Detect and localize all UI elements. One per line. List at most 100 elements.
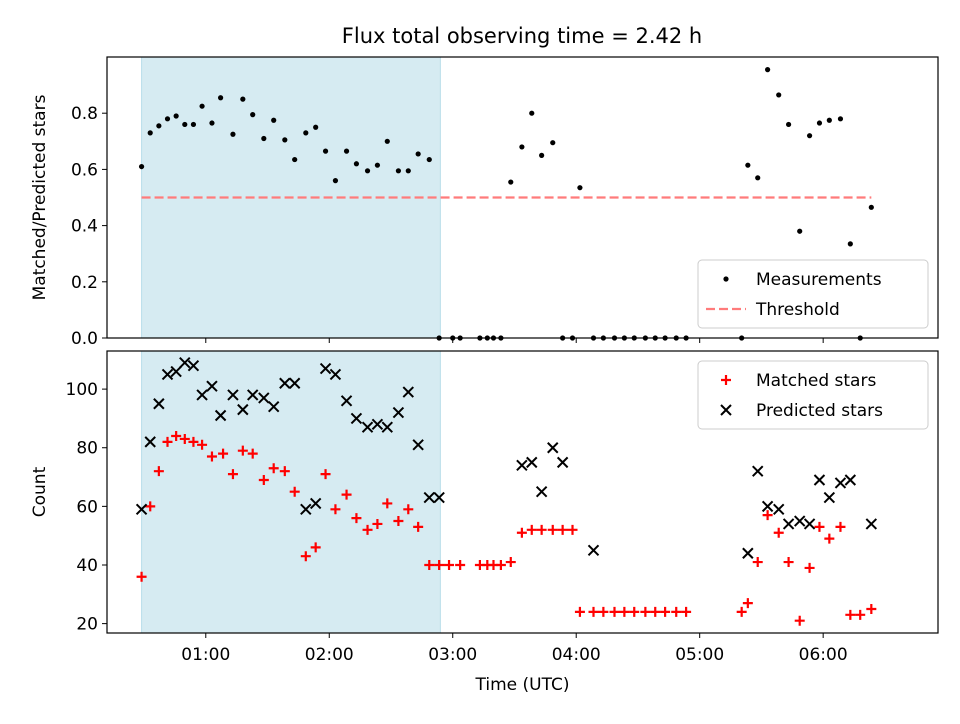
matched-point (536, 524, 547, 535)
predicted-point (433, 491, 445, 504)
predicted-point (319, 362, 332, 375)
predicted-point (206, 380, 218, 392)
matched-point (736, 606, 747, 617)
measurement-point (138, 163, 145, 170)
measurement-point (806, 133, 813, 139)
measurement-point (755, 175, 761, 181)
predicted-point (742, 547, 754, 559)
legend-label: Matched stars (756, 371, 876, 391)
measurement-point (384, 138, 390, 144)
matched-point (258, 474, 269, 485)
matched-point (619, 606, 630, 617)
measurement-point (539, 152, 545, 158)
matched-point (362, 524, 373, 535)
matched-point (557, 524, 568, 535)
predicted-point (258, 392, 270, 404)
matched-point (413, 521, 424, 532)
x-tick-label: 02:00 (305, 645, 354, 665)
measurement-point (271, 117, 277, 123)
measurement-point (353, 161, 360, 167)
predicted-point (761, 500, 774, 513)
matched-point (197, 439, 208, 450)
predicted-point (246, 389, 259, 401)
predicted-point (834, 477, 847, 489)
measurement-point (313, 124, 319, 130)
measurement-point (343, 148, 350, 154)
matched-point (567, 524, 578, 535)
predicted-point (423, 491, 435, 504)
y-tick-label: 80 (76, 439, 98, 459)
y-tick-label: 0.6 (71, 160, 98, 180)
matched-point (609, 606, 620, 617)
predicted-point (402, 386, 414, 398)
y-tick-label: 20 (76, 615, 98, 635)
predicted-point (865, 518, 878, 530)
predicted-point (350, 412, 363, 425)
measurement-point (550, 140, 556, 146)
predicted-point (392, 406, 405, 419)
measurement-point (426, 156, 432, 163)
predicted-point (144, 436, 156, 448)
matched-point (206, 451, 217, 462)
predicted-point (161, 368, 174, 381)
matched-point (526, 524, 537, 535)
matched-point (804, 562, 815, 573)
legend-box (697, 259, 929, 329)
predicted-point (179, 357, 191, 369)
matched-point (300, 551, 311, 562)
predicted-point (214, 409, 227, 422)
series-matched-stars (136, 431, 877, 626)
x-tick-label: 05:00 (675, 645, 724, 665)
measurement-point (797, 228, 803, 234)
matched-point (341, 489, 352, 500)
matched-point (742, 598, 753, 609)
y-tick-label: 40 (76, 556, 98, 576)
predicted-point (371, 418, 384, 430)
matched-point (153, 466, 164, 477)
measurement-point (190, 121, 197, 128)
predicted-point (196, 389, 208, 401)
matched-point (403, 504, 414, 515)
predicted-point (187, 359, 200, 372)
predicted-point (381, 421, 394, 433)
matched-point (218, 448, 229, 459)
predicted-point (547, 442, 559, 454)
legend: Measurements Threshold (697, 259, 929, 329)
matched-point (179, 433, 190, 444)
y-tick-label: 0.4 (71, 217, 98, 237)
matched-point (660, 606, 671, 617)
matched-point (783, 557, 794, 568)
matched-point (752, 557, 763, 568)
predicted-point (267, 400, 280, 413)
matched-point (845, 609, 856, 620)
matched-point (320, 469, 331, 480)
matched-point (598, 606, 609, 617)
matched-point (171, 431, 182, 442)
y-tick-label: 100 (66, 380, 98, 400)
legend-label: Threshold (755, 300, 840, 320)
matched-point (824, 533, 835, 544)
y-tick-label: 0.2 (71, 273, 98, 293)
measurement-point (868, 204, 874, 210)
measurement-point (826, 117, 832, 123)
matched-point (444, 559, 455, 570)
predicted-point (556, 456, 569, 469)
measurement-point (182, 121, 188, 128)
measurement-point (785, 121, 792, 128)
plot-frame (106, 56, 939, 339)
measurement-point (240, 96, 246, 102)
legend-label: Measurements (756, 270, 882, 290)
y-tick-label: 0.0 (71, 329, 98, 349)
predicted-point (309, 497, 322, 510)
matched-point (351, 513, 362, 524)
predicted-point (813, 474, 826, 486)
x-tick-label: 03:00 (428, 645, 477, 665)
matched-point (762, 510, 773, 521)
measurement-point (529, 110, 535, 116)
predicted-point (526, 456, 538, 469)
matched-point (268, 463, 279, 474)
matched-point (247, 448, 258, 459)
matched-point (814, 521, 825, 532)
matched-point (516, 527, 527, 538)
